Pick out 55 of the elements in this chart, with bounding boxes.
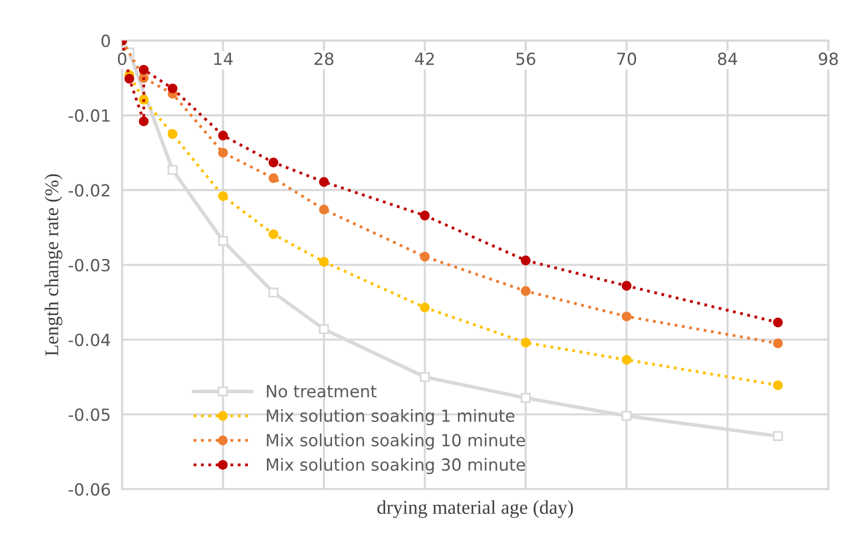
legend-label: Mix solution soaking 10 minute [266, 434, 525, 450]
point [420, 210, 430, 220]
x-tick-label: 84 [718, 52, 738, 66]
point [520, 286, 531, 296]
point [622, 280, 632, 291]
point [772, 431, 783, 442]
y-tick-label: -0.06 [68, 483, 110, 496]
point [268, 288, 278, 298]
x-tick-label: 70 [617, 52, 636, 66]
legend-label: No treatment [266, 385, 376, 398]
y-tick-label: -0.01 [68, 109, 110, 122]
point [218, 148, 228, 158]
point [319, 204, 329, 214]
point [622, 312, 632, 322]
point [218, 130, 228, 140]
x-tick-label: 28 [314, 52, 334, 66]
point [773, 380, 783, 390]
x-tick-label: 98 [818, 52, 838, 66]
point [319, 257, 329, 267]
point [420, 372, 430, 382]
x-tick-label: 14 [214, 52, 233, 65]
point [622, 410, 632, 421]
x-axis-title: drying material age (day) [377, 500, 573, 518]
point [622, 354, 632, 365]
point [138, 64, 149, 75]
x-tick-label: 0 [118, 52, 126, 66]
point [124, 74, 134, 84]
y-axis-title: Length change rate (%) [44, 174, 62, 356]
y-tick-label: -0.02 [68, 184, 110, 197]
point [168, 164, 178, 175]
y-tick-label: 0 [102, 34, 110, 48]
y-tick-label: -0.04 [68, 334, 110, 346]
y-tick-label: -0.05 [68, 408, 110, 421]
point [218, 236, 228, 246]
point [520, 256, 531, 266]
point [773, 338, 783, 348]
point [520, 392, 531, 403]
point [218, 191, 228, 201]
point [268, 229, 278, 240]
legend-label: Mix solution soaking 1 minute [266, 409, 514, 426]
point [268, 158, 278, 168]
point [319, 177, 329, 187]
point [318, 324, 329, 334]
point [138, 116, 149, 126]
point [168, 84, 178, 94]
x-tick-label: 42 [415, 52, 434, 65]
point [420, 302, 430, 312]
legend-label: Mix solution soaking 30 minute [266, 458, 525, 474]
point [268, 173, 278, 184]
point [420, 252, 430, 262]
point [773, 318, 783, 328]
point [520, 338, 531, 348]
x-tick-label: 56 [516, 52, 536, 66]
point [168, 129, 178, 139]
y-tick-label: -0.03 [68, 258, 110, 272]
